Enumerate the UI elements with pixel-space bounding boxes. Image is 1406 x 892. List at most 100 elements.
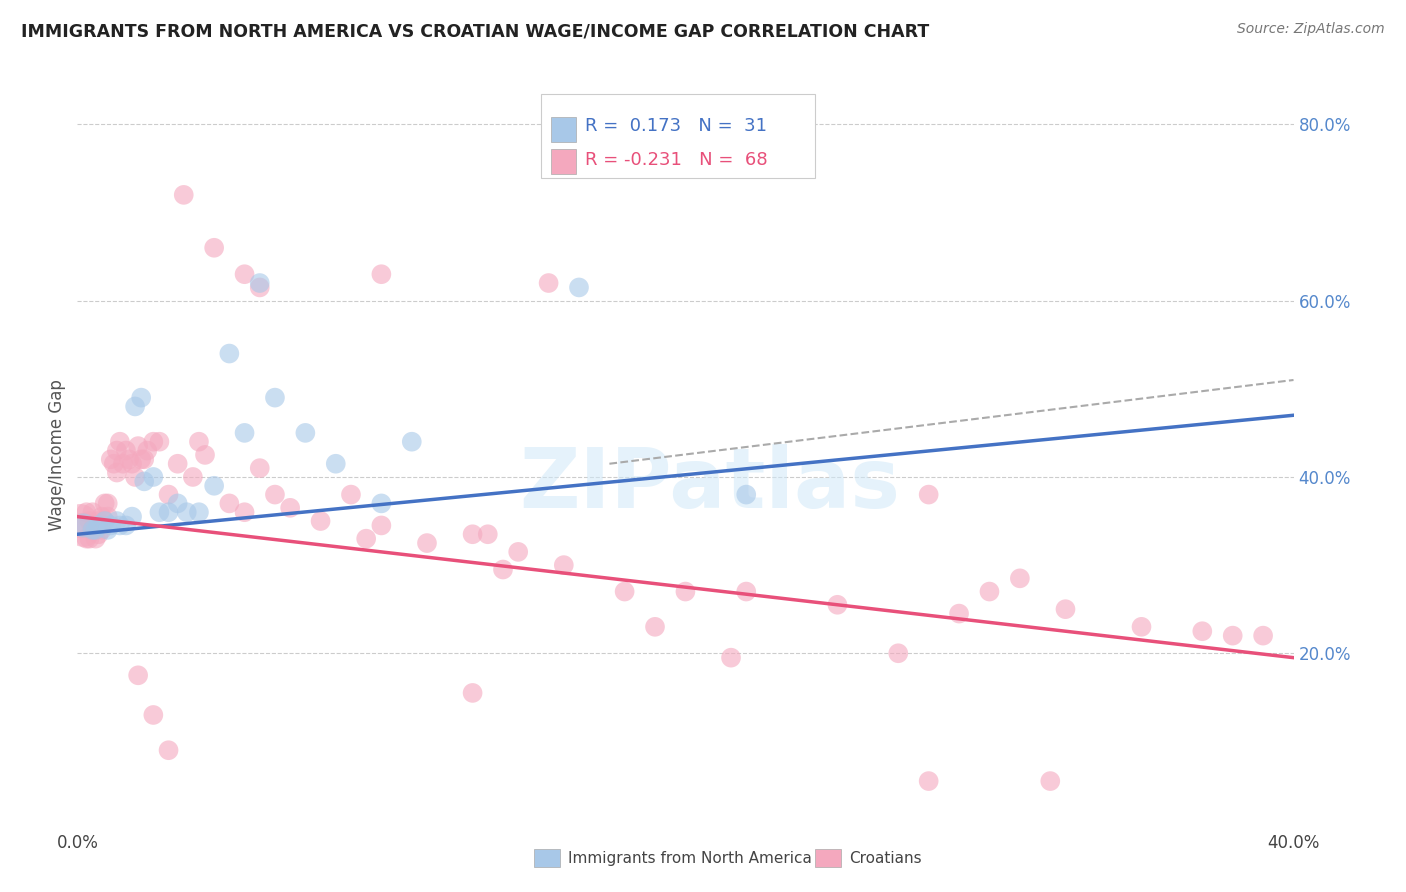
Point bbox=[142, 434, 165, 449]
Point bbox=[129, 391, 152, 405]
Point bbox=[136, 443, 159, 458]
Point bbox=[97, 496, 120, 510]
Point bbox=[84, 518, 107, 533]
Point bbox=[568, 280, 591, 294]
Point bbox=[93, 514, 115, 528]
Point bbox=[87, 527, 110, 541]
Point bbox=[166, 457, 188, 471]
Point bbox=[72, 518, 94, 533]
Point bbox=[105, 514, 128, 528]
Point bbox=[121, 509, 143, 524]
Point bbox=[100, 518, 122, 533]
Point bbox=[537, 276, 560, 290]
Point bbox=[613, 584, 636, 599]
Point bbox=[233, 505, 256, 519]
Point bbox=[1130, 620, 1153, 634]
Text: R = -0.231   N =  68: R = -0.231 N = 68 bbox=[585, 151, 768, 169]
Point bbox=[148, 505, 170, 519]
Point bbox=[82, 505, 104, 519]
Point bbox=[720, 650, 742, 665]
Point bbox=[264, 487, 287, 501]
Point bbox=[188, 505, 211, 519]
Point bbox=[401, 434, 423, 449]
Point bbox=[72, 523, 94, 537]
Point bbox=[194, 448, 217, 462]
Point bbox=[124, 400, 146, 414]
Point bbox=[124, 470, 146, 484]
Point bbox=[157, 487, 180, 501]
Point bbox=[108, 518, 131, 533]
Point bbox=[1191, 624, 1213, 639]
Point bbox=[97, 509, 120, 524]
Point bbox=[111, 457, 134, 471]
Point bbox=[105, 466, 128, 480]
Point bbox=[97, 523, 120, 537]
Point bbox=[553, 558, 575, 573]
Y-axis label: Wage/Income Gap: Wage/Income Gap bbox=[48, 379, 66, 531]
Point bbox=[157, 505, 180, 519]
Point bbox=[508, 545, 530, 559]
Point bbox=[157, 743, 180, 757]
Point bbox=[1008, 571, 1031, 585]
Point bbox=[202, 479, 225, 493]
Point bbox=[90, 523, 112, 537]
Point bbox=[1251, 629, 1274, 643]
Point bbox=[1054, 602, 1077, 616]
Point bbox=[69, 514, 91, 528]
Point bbox=[134, 475, 156, 489]
Point bbox=[340, 487, 363, 501]
Point bbox=[115, 443, 138, 458]
Point bbox=[233, 267, 256, 281]
Point bbox=[79, 514, 101, 528]
Point bbox=[82, 523, 104, 537]
Point bbox=[325, 457, 347, 471]
Point bbox=[87, 518, 110, 533]
Point bbox=[477, 527, 499, 541]
Point bbox=[461, 686, 484, 700]
Point bbox=[644, 620, 666, 634]
Text: Source: ZipAtlas.com: Source: ZipAtlas.com bbox=[1237, 22, 1385, 37]
Text: Croatians: Croatians bbox=[849, 851, 922, 865]
Point bbox=[249, 461, 271, 475]
Point bbox=[370, 518, 392, 533]
Point bbox=[370, 496, 392, 510]
Point bbox=[278, 500, 301, 515]
Point bbox=[84, 523, 107, 537]
Point bbox=[166, 496, 188, 510]
Point bbox=[105, 443, 128, 458]
Point bbox=[100, 452, 122, 467]
Point bbox=[148, 434, 170, 449]
Point bbox=[735, 584, 758, 599]
Point bbox=[75, 505, 97, 519]
Point bbox=[103, 457, 125, 471]
Point bbox=[134, 452, 156, 467]
Point bbox=[249, 280, 271, 294]
Point bbox=[218, 346, 240, 360]
Point bbox=[233, 425, 256, 440]
Point bbox=[79, 532, 101, 546]
Point bbox=[948, 607, 970, 621]
Point bbox=[129, 452, 152, 467]
Point bbox=[127, 668, 149, 682]
Point bbox=[264, 391, 287, 405]
Point bbox=[173, 187, 195, 202]
Point bbox=[93, 496, 115, 510]
Point bbox=[1039, 774, 1062, 789]
Point bbox=[294, 425, 316, 440]
Point bbox=[675, 584, 697, 599]
Point bbox=[75, 532, 97, 546]
Point bbox=[176, 505, 198, 519]
Point bbox=[82, 523, 104, 537]
Point bbox=[218, 496, 240, 510]
Point bbox=[416, 536, 439, 550]
Point bbox=[127, 439, 149, 453]
Point bbox=[87, 514, 110, 528]
Point bbox=[202, 241, 225, 255]
Point bbox=[93, 514, 115, 528]
Point bbox=[354, 532, 377, 546]
Point bbox=[108, 434, 131, 449]
Point bbox=[142, 470, 165, 484]
Point bbox=[181, 470, 204, 484]
Text: Immigrants from North America: Immigrants from North America bbox=[568, 851, 811, 865]
Point bbox=[309, 514, 332, 528]
